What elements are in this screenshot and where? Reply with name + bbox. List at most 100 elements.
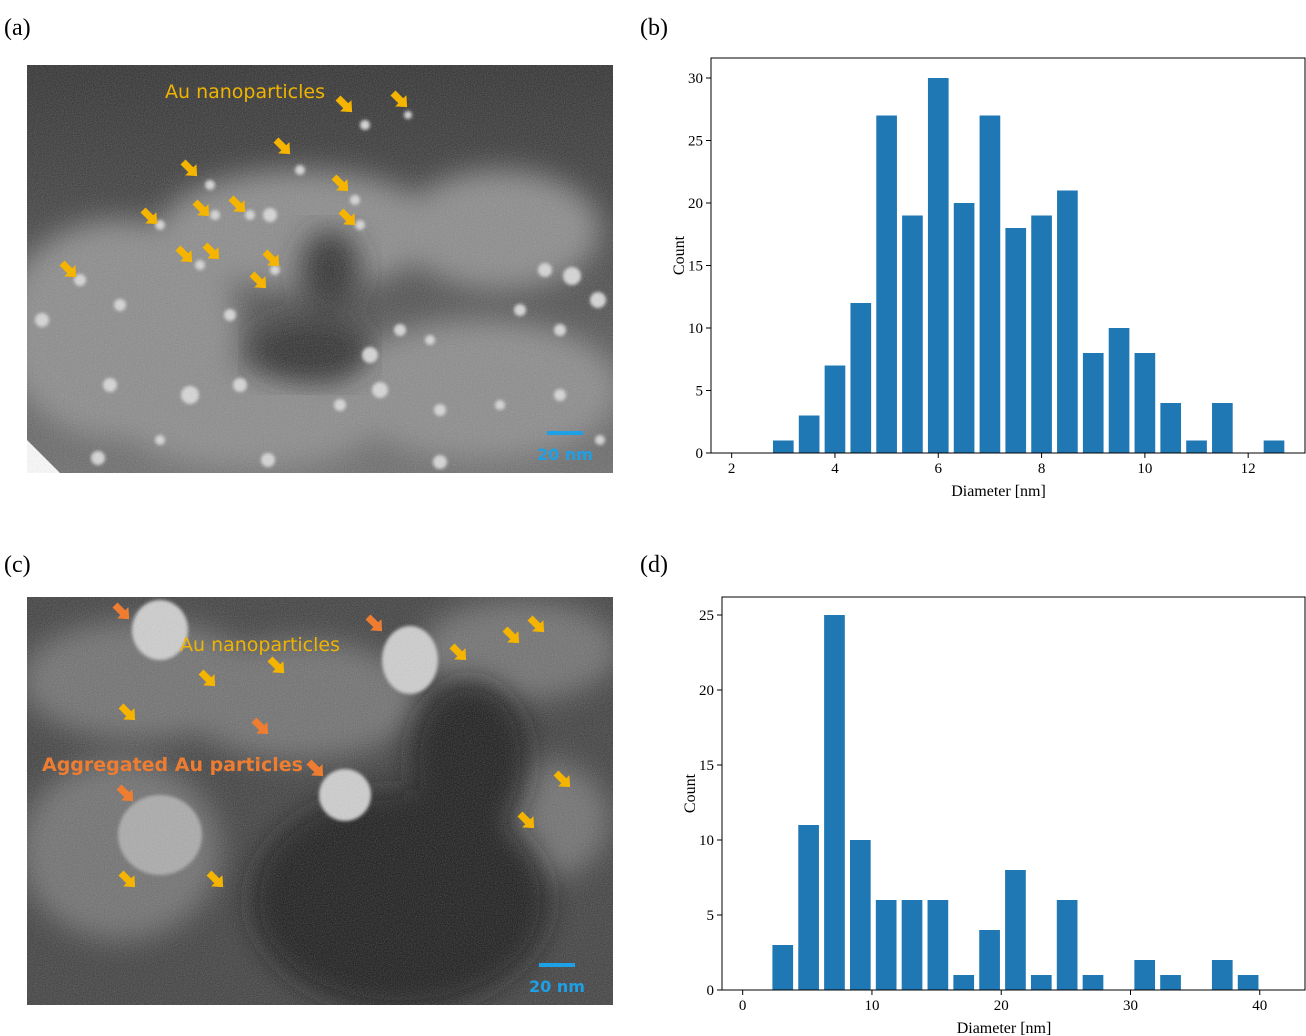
x-tick-label: 30 xyxy=(1123,998,1138,1014)
y-tick-label: 30 xyxy=(688,71,703,87)
y-tick-label: 10 xyxy=(699,833,714,849)
arrow xyxy=(390,90,408,108)
panel-label: (a) xyxy=(4,15,31,41)
x-axis-label: Diameter [nm] xyxy=(957,1020,1052,1036)
arrow xyxy=(335,95,353,113)
arrow xyxy=(517,811,535,829)
y-tick-label: 15 xyxy=(699,758,714,774)
bar xyxy=(979,930,1000,990)
x-axis-label: Diameter [nm] xyxy=(951,483,1046,500)
bar xyxy=(1005,228,1027,453)
axes-frame xyxy=(721,596,1306,991)
bar xyxy=(1237,975,1259,990)
bar xyxy=(927,900,949,990)
arrow xyxy=(112,602,130,620)
bar xyxy=(1212,403,1233,453)
y-tick-label: 25 xyxy=(699,608,714,624)
arrow xyxy=(267,656,285,674)
arrow xyxy=(502,626,520,644)
bar xyxy=(1082,353,1104,453)
micrograph-a xyxy=(27,65,613,473)
x-tick-label: 10 xyxy=(1137,461,1152,477)
image-label: Au nanoparticles xyxy=(165,81,325,103)
arrow xyxy=(553,770,571,788)
bar xyxy=(824,365,846,453)
bar xyxy=(953,975,975,990)
arrow xyxy=(527,615,545,633)
bar xyxy=(1134,960,1156,990)
axes-frame xyxy=(710,57,1306,454)
arrow xyxy=(202,242,220,260)
bar xyxy=(1186,440,1207,453)
arrow xyxy=(365,614,383,632)
arrow xyxy=(198,669,216,687)
arrow xyxy=(228,195,246,213)
arrow xyxy=(140,207,158,225)
y-tick-label: 5 xyxy=(707,908,715,924)
bar xyxy=(849,840,871,990)
bar xyxy=(772,440,794,453)
bar xyxy=(1160,403,1182,453)
panel-label: (c) xyxy=(4,552,31,578)
y-tick-label: 25 xyxy=(688,134,703,150)
bar xyxy=(1056,900,1078,990)
y-axis-label: Count xyxy=(682,773,699,813)
arrow xyxy=(180,159,198,177)
arrow xyxy=(116,784,134,802)
bar xyxy=(1082,975,1104,990)
bar xyxy=(1031,215,1052,453)
bar xyxy=(979,115,1001,453)
scale-bar xyxy=(547,431,583,435)
micrograph-c xyxy=(27,597,613,1005)
x-tick-label: 40 xyxy=(1252,998,1267,1014)
y-tick-label: 0 xyxy=(707,983,715,999)
arrow xyxy=(273,137,291,155)
panel-label: (b) xyxy=(640,15,668,41)
x-tick-label: 10 xyxy=(864,998,879,1014)
panel-label: (d) xyxy=(640,552,668,578)
arrow xyxy=(59,260,77,278)
bar xyxy=(1030,975,1052,990)
arrow xyxy=(331,174,349,192)
bar xyxy=(953,203,975,453)
x-tick-label: 2 xyxy=(728,461,736,477)
y-axis-label: Count xyxy=(671,235,688,275)
y-tick-label: 0 xyxy=(696,446,704,462)
x-tick-label: 6 xyxy=(935,461,943,477)
bar xyxy=(1211,960,1233,990)
y-tick-label: 20 xyxy=(699,683,714,699)
arrow xyxy=(306,759,324,777)
bar xyxy=(902,215,923,453)
x-tick-label: 4 xyxy=(831,461,839,477)
arrow xyxy=(249,271,267,289)
bar xyxy=(1160,975,1181,990)
bar xyxy=(875,900,897,990)
arrow xyxy=(192,199,210,217)
bar xyxy=(1134,353,1156,453)
image-label: Au nanoparticles xyxy=(180,634,340,656)
bar xyxy=(798,415,820,453)
arrow xyxy=(118,870,136,888)
arrow xyxy=(251,717,269,735)
bar xyxy=(850,303,872,453)
bar xyxy=(1108,328,1130,453)
arrow xyxy=(206,870,224,888)
bar xyxy=(824,615,845,990)
arrow xyxy=(338,208,356,226)
y-tick-label: 20 xyxy=(688,196,703,212)
scale-bar xyxy=(539,963,575,967)
arrow xyxy=(118,703,136,721)
bar xyxy=(772,945,794,990)
bar xyxy=(798,825,819,990)
bar xyxy=(1263,440,1285,453)
bar xyxy=(1057,190,1078,453)
bar xyxy=(876,115,897,453)
arrow xyxy=(175,245,193,263)
bar xyxy=(927,78,949,453)
bar xyxy=(901,900,923,990)
y-tick-label: 5 xyxy=(696,384,704,400)
y-tick-label: 15 xyxy=(688,259,703,275)
arrow xyxy=(449,643,467,661)
x-tick-label: 0 xyxy=(739,998,747,1014)
